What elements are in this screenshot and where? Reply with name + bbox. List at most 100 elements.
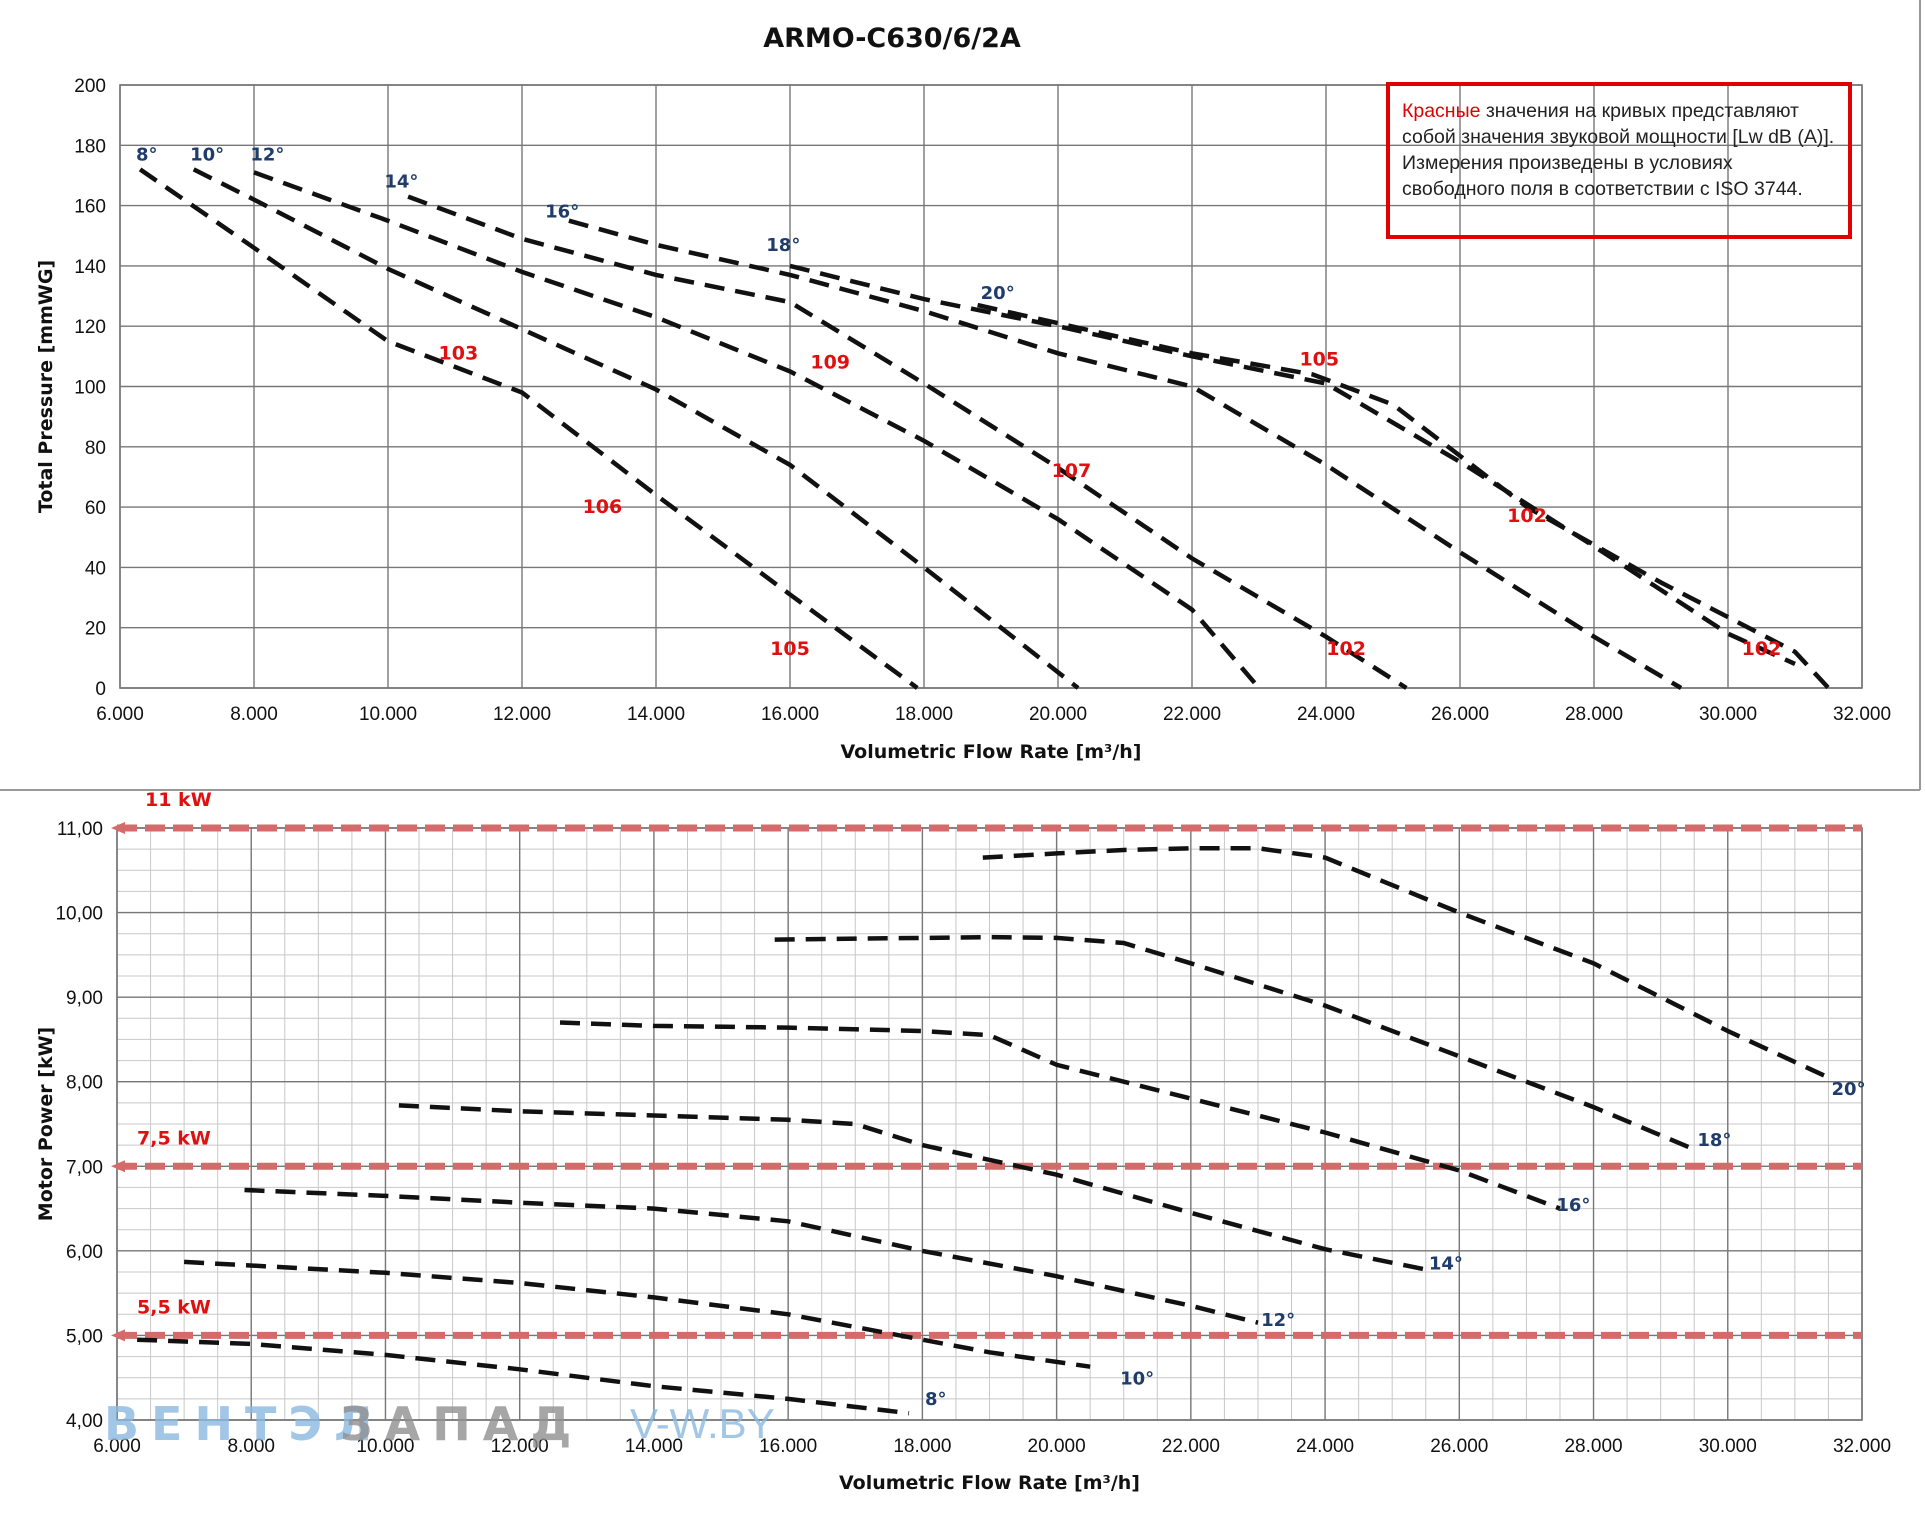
curve-8deg [138, 167, 919, 690]
blade-angle-label: 18° [766, 235, 800, 256]
curve-8deg [137, 1337, 910, 1416]
x-tick-label: 26.000 [1431, 704, 1489, 725]
motor-limit-label: 7,5 kW [137, 1127, 211, 1149]
x-tick-label: 22.000 [1162, 1436, 1220, 1457]
watermark-part1: ВЕНТЭЛ [104, 1397, 384, 1451]
x-tick-label: 6.000 [96, 704, 144, 725]
motor-limit-label: 5,5 kW [137, 1296, 211, 1318]
watermark-part2: ЗАПАД [340, 1397, 583, 1451]
y-tick-label: 6,00 [66, 1242, 103, 1263]
x-tick-label: 28.000 [1564, 1436, 1622, 1457]
blade-angle-label: 20° [981, 283, 1015, 304]
x-tick-label: 18.000 [893, 1436, 951, 1457]
y-tick-label: 10,00 [55, 904, 103, 925]
blade-angle-label: 12° [250, 144, 284, 165]
curve-20deg [977, 302, 1831, 690]
x-tick-label: 22.000 [1163, 704, 1221, 725]
blade-angle-label: 8° [925, 1389, 947, 1410]
curve-20deg [982, 846, 1830, 1080]
x-axis-label: Volumetric Flow Rate [m³/h] [839, 1472, 1140, 1494]
y-tick-label: 9,00 [66, 988, 103, 1009]
sound-power-label: 109 [810, 351, 850, 373]
x-tick-label: 20.000 [1029, 704, 1087, 725]
y-tick-label: 11,00 [57, 819, 103, 840]
limit-arrow [111, 1160, 125, 1173]
y-tick-label: 100 [74, 378, 106, 399]
y-tick-label: 60 [85, 498, 106, 519]
y-tick-label: 40 [85, 558, 106, 579]
curve-18deg [789, 263, 1796, 666]
y-tick-label: 120 [74, 317, 106, 338]
blade-angle-label: 14° [384, 172, 418, 193]
x-tick-label: 30.000 [1699, 704, 1757, 725]
y-tick-label: 20 [85, 619, 106, 640]
limit-arrow [111, 822, 125, 834]
curve-12deg [244, 1187, 1259, 1325]
y-tick-label: 8,00 [66, 1073, 103, 1094]
y-tick-label: 200 [74, 76, 106, 97]
sound-power-label: 105 [770, 638, 810, 660]
x-tick-label: 12.000 [491, 1436, 549, 1457]
plot-frame [119, 84, 1863, 689]
y-axis-label: Motor Power [kW] [35, 1027, 57, 1221]
blade-angle-label: 16° [1556, 1195, 1590, 1216]
sound-power-label: 102 [1507, 505, 1547, 527]
y-tick-label: 140 [74, 257, 106, 278]
pressure-chart: 6.000 8.000 10.000 12.000 14.000 16.000 18.000… [35, 76, 1891, 763]
blade-angle-label: 8° [136, 144, 158, 165]
x-tick-label: 32.000 [1833, 704, 1891, 725]
sound-power-label: 106 [583, 496, 623, 518]
watermark-part3: V-W.BY [630, 1400, 775, 1447]
blade-angle-label: 14° [1429, 1253, 1463, 1274]
x-tick-label: 24.000 [1297, 704, 1355, 725]
sound-power-label: 102 [1326, 638, 1366, 660]
x-tick-label: 10.000 [356, 1436, 414, 1457]
sound-power-label: 107 [1052, 460, 1092, 482]
x-tick-label: 16.000 [759, 1436, 817, 1457]
curve-10deg [183, 1259, 1091, 1369]
x-tick-label: 28.000 [1565, 704, 1623, 725]
y-tick-label: 4,00 [66, 1411, 103, 1432]
x-tick-label: 18.000 [895, 704, 953, 725]
blade-angle-label: 12° [1261, 1310, 1295, 1331]
curve-10deg [192, 167, 1080, 690]
x-tick-label: 26.000 [1430, 1436, 1488, 1457]
x-axis-label: Volumetric Flow Rate [m³/h] [841, 741, 1142, 763]
blade-angle-label: 10° [1120, 1368, 1154, 1389]
y-tick-label: 80 [85, 438, 106, 459]
y-tick-label: 7,00 [66, 1157, 103, 1178]
curve-18deg [774, 934, 1696, 1152]
x-tick-label: 16.000 [761, 704, 819, 725]
x-tick-label: 14.000 [625, 1436, 683, 1457]
note-highlight: Красные [1402, 100, 1481, 122]
blade-angle-label: 16° [545, 202, 579, 223]
x-tick-label: 20.000 [1028, 1436, 1086, 1457]
x-tick-label: 12.000 [493, 704, 551, 725]
x-tick-label: 10.000 [359, 704, 417, 725]
curve-14deg [398, 1103, 1427, 1272]
power-chart: 6.000 8.000 10.000 12.000 14.000 16.000 18.000… [35, 789, 1891, 1494]
y-tick-label: 180 [74, 136, 106, 157]
limit-arrow [111, 1329, 125, 1342]
x-tick-label: 30.000 [1699, 1436, 1757, 1457]
sound-power-label: 103 [439, 342, 479, 364]
x-tick-label: 6.000 [93, 1436, 141, 1457]
y-tick-label: 160 [74, 197, 106, 218]
note-text: значения на кривых представляют собой зн… [1402, 100, 1835, 200]
curve-16deg [559, 1020, 1561, 1211]
curve-12deg [253, 170, 1261, 690]
x-tick-label: 8.000 [227, 1436, 275, 1457]
x-tick-label: 32.000 [1833, 1436, 1891, 1457]
x-tick-label: 24.000 [1296, 1436, 1354, 1457]
motor-limit-label: 11 kW [145, 789, 212, 811]
sound-power-note: Красные значения на кривых представляют … [1386, 82, 1852, 239]
y-tick-label: 5,00 [66, 1326, 103, 1347]
watermark: ВЕНТЭЛ ЗАПАД V-W.BY [104, 1397, 775, 1451]
chart-title: ARMO-C630/6/2A [763, 23, 1021, 54]
x-tick-label: 14.000 [627, 704, 685, 725]
blade-angle-label: 10° [190, 144, 224, 165]
curve-16deg [568, 218, 1683, 690]
blade-angle-label: 20° [1832, 1079, 1866, 1100]
x-tick-label: 8.000 [230, 704, 278, 725]
sound-power-label: 102 [1742, 638, 1782, 660]
